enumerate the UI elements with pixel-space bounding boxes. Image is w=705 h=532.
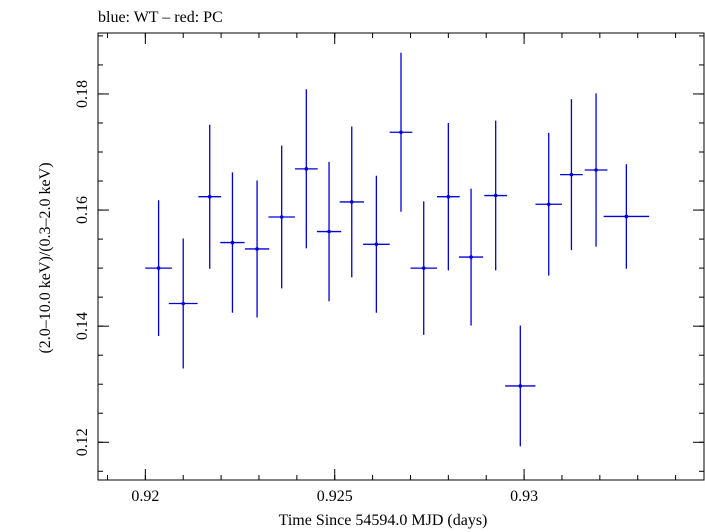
data-point (304, 167, 309, 171)
data-point (546, 202, 551, 207)
x-tick-label: 0.93 (510, 488, 538, 505)
y-tick-label: 0.12 (74, 428, 91, 456)
data-point (181, 301, 186, 306)
y-axis-ticks (98, 35, 704, 472)
data-point (569, 172, 574, 177)
y-tick-label: 0.14 (74, 312, 91, 340)
y-tick-label: 0.18 (74, 80, 91, 108)
data-point (446, 194, 451, 199)
data-point (469, 255, 473, 259)
data-point (156, 266, 161, 270)
data-point (518, 384, 523, 388)
x-axis-ticks (106, 33, 677, 480)
x-axis-tick-labels: 0.92 0.925 0.93 (131, 488, 538, 505)
y-tick-label: 0.16 (74, 196, 91, 224)
data-point (255, 247, 259, 251)
data-point (624, 214, 629, 219)
data-point (349, 200, 354, 204)
data-point (399, 130, 403, 135)
chart-title: blue: WT – red: PC (98, 9, 223, 26)
plot-frame (97, 32, 705, 481)
x-tick-label: 0.925 (317, 488, 353, 505)
y-axis-tick-labels: 0.12 0.14 0.16 0.18 (74, 80, 91, 456)
data-series (145, 52, 650, 447)
data-point (374, 242, 379, 247)
data-point (493, 193, 498, 198)
data-point (230, 240, 235, 245)
data-point (207, 194, 212, 199)
x-axis-label: Time Since 54594.0 MJD (days) (279, 512, 488, 529)
data-point (594, 168, 598, 172)
data-point (279, 215, 284, 219)
data-point (421, 266, 426, 270)
y-axis-label: (2.0–10.0 keV)/(0.3–2.0 keV) (37, 162, 54, 353)
x-tick-label: 0.92 (131, 488, 159, 505)
data-point (327, 229, 331, 234)
